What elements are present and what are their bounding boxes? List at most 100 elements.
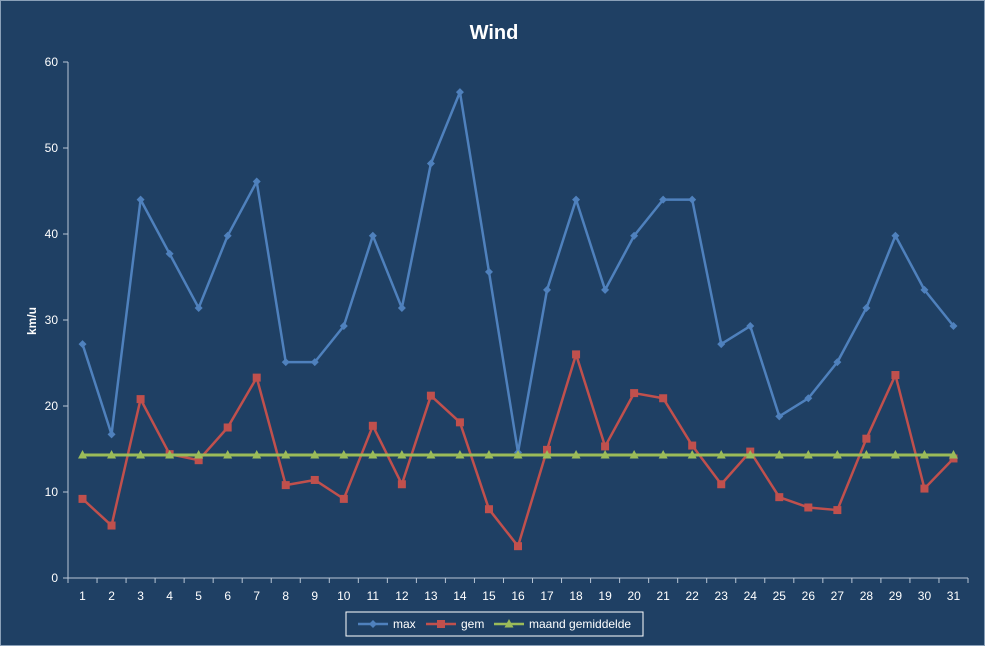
data-point bbox=[746, 322, 755, 331]
data-point bbox=[542, 450, 552, 459]
data-point bbox=[223, 423, 232, 432]
x-tick-label: 10 bbox=[337, 589, 351, 603]
data-point bbox=[78, 450, 88, 459]
x-tick-label: 7 bbox=[253, 589, 260, 603]
data-point bbox=[630, 389, 639, 398]
x-tick-label: 1 bbox=[79, 589, 86, 603]
data-point bbox=[339, 322, 348, 331]
data-point bbox=[833, 358, 842, 367]
data-point bbox=[601, 442, 610, 451]
legend-label: gem bbox=[461, 617, 484, 631]
data-point bbox=[426, 159, 435, 168]
data-point bbox=[484, 267, 493, 276]
legend-label: maand gemiddelde bbox=[529, 617, 631, 631]
data-point bbox=[688, 195, 697, 204]
data-point bbox=[862, 434, 871, 443]
x-tick-label: 5 bbox=[195, 589, 202, 603]
data-point bbox=[920, 285, 929, 294]
x-tick-label: 15 bbox=[482, 589, 496, 603]
x-tick-label: 22 bbox=[686, 589, 700, 603]
data-point bbox=[194, 456, 203, 465]
data-point bbox=[310, 475, 319, 484]
data-point bbox=[543, 285, 552, 294]
data-point bbox=[601, 285, 610, 294]
y-axis-label: km/u bbox=[25, 307, 39, 335]
x-tick-label: 17 bbox=[540, 589, 554, 603]
data-point bbox=[862, 303, 871, 312]
data-point bbox=[659, 394, 668, 403]
data-point bbox=[107, 521, 116, 530]
data-point bbox=[920, 484, 929, 493]
data-point bbox=[78, 340, 87, 349]
data-point bbox=[455, 418, 464, 427]
data-point bbox=[745, 450, 755, 459]
y-tick-label: 30 bbox=[45, 313, 59, 327]
x-tick-label: 11 bbox=[367, 589, 380, 603]
y-tick-label: 10 bbox=[45, 485, 59, 499]
data-point bbox=[310, 450, 320, 459]
data-point bbox=[832, 450, 842, 459]
data-point bbox=[833, 506, 842, 515]
legend-marker bbox=[369, 620, 377, 628]
y-tick-label: 50 bbox=[45, 141, 59, 155]
data-point bbox=[890, 450, 900, 459]
x-tick-label: 14 bbox=[453, 589, 467, 603]
data-point bbox=[397, 480, 406, 489]
data-point bbox=[397, 303, 406, 312]
data-point bbox=[803, 450, 813, 459]
series-layer bbox=[78, 88, 958, 551]
data-point bbox=[426, 391, 435, 400]
data-point bbox=[252, 177, 261, 186]
x-tick-label: 26 bbox=[802, 589, 816, 603]
data-point bbox=[484, 505, 493, 514]
x-tick-label: 30 bbox=[918, 589, 932, 603]
x-tick-label: 12 bbox=[395, 589, 409, 603]
data-point bbox=[252, 373, 261, 382]
x-tick-label: 31 bbox=[947, 589, 961, 603]
data-point bbox=[919, 450, 929, 459]
data-point bbox=[223, 231, 232, 240]
data-point bbox=[716, 450, 726, 459]
data-point bbox=[252, 450, 262, 459]
data-point bbox=[165, 249, 174, 258]
x-tick-label: 2 bbox=[108, 589, 115, 603]
series-maand-gemiddelde bbox=[78, 450, 958, 459]
y-tick-label: 0 bbox=[51, 571, 58, 585]
data-point bbox=[717, 480, 726, 489]
data-point bbox=[368, 450, 378, 459]
x-tick-label: 24 bbox=[744, 589, 758, 603]
data-point bbox=[513, 450, 523, 459]
x-tick-label: 23 bbox=[715, 589, 729, 603]
legend-marker bbox=[437, 620, 445, 628]
series-line bbox=[81, 90, 955, 454]
series-gem bbox=[78, 350, 958, 551]
data-point bbox=[572, 350, 581, 359]
data-point bbox=[310, 358, 319, 367]
y-tick-label: 40 bbox=[45, 227, 59, 241]
legend: max gem maand gemiddelde bbox=[345, 611, 644, 637]
data-point bbox=[165, 450, 175, 459]
data-point bbox=[339, 494, 348, 503]
data-point bbox=[774, 450, 784, 459]
data-point bbox=[687, 450, 697, 459]
y-tick-label: 20 bbox=[45, 399, 59, 413]
data-point bbox=[455, 450, 465, 459]
x-tick-label: 8 bbox=[282, 589, 289, 603]
data-point bbox=[949, 322, 958, 331]
data-point bbox=[514, 542, 522, 551]
data-point bbox=[455, 88, 464, 97]
data-point bbox=[281, 358, 290, 367]
data-point bbox=[659, 195, 668, 204]
x-tick-label: 3 bbox=[137, 589, 144, 603]
data-point bbox=[194, 450, 204, 459]
x-tick-label: 29 bbox=[889, 589, 903, 603]
x-tick-label: 16 bbox=[511, 589, 525, 603]
data-point bbox=[194, 303, 203, 312]
data-point bbox=[571, 450, 581, 459]
data-point bbox=[891, 371, 900, 380]
data-point bbox=[600, 450, 610, 459]
data-point bbox=[136, 450, 146, 459]
data-point bbox=[368, 421, 377, 430]
